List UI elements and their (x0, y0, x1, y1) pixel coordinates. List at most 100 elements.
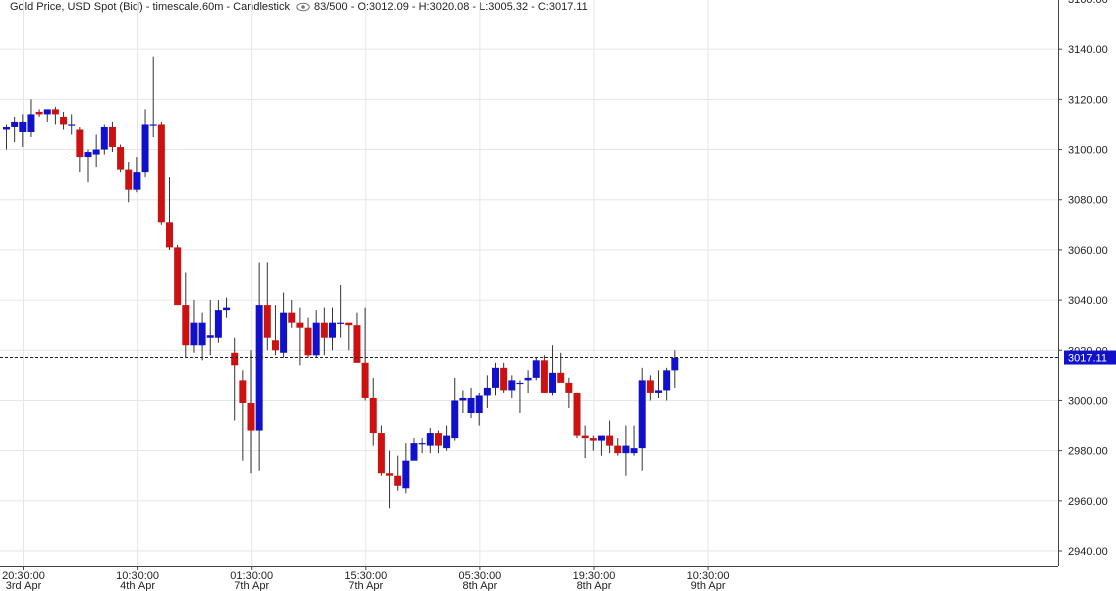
candle[interactable] (402, 443, 410, 494)
candle[interactable] (410, 438, 418, 461)
timescale-label[interactable]: timescale.60m (152, 1, 224, 13)
candle[interactable] (606, 420, 614, 454)
candle[interactable] (312, 310, 320, 358)
candle[interactable] (638, 367, 646, 471)
candle[interactable] (329, 307, 336, 351)
candle[interactable] (133, 157, 141, 193)
candle[interactable] (377, 425, 385, 476)
candle[interactable] (337, 285, 345, 338)
candle[interactable] (27, 99, 35, 137)
candle[interactable] (532, 357, 540, 381)
candle[interactable] (573, 392, 581, 439)
candle[interactable] (19, 114, 27, 148)
candle[interactable] (84, 149, 92, 183)
candle[interactable] (157, 121, 165, 225)
candle[interactable] (524, 370, 532, 393)
candle[interactable] (492, 362, 499, 396)
candle[interactable] (149, 56, 157, 137)
candle[interactable] (108, 121, 116, 153)
candle[interactable] (198, 312, 206, 361)
candle[interactable] (35, 109, 43, 117)
candle-body (35, 111, 43, 115)
x-tick-date: 8th Apr (577, 580, 612, 591)
candle[interactable] (516, 380, 524, 413)
candle-body (369, 397, 377, 434)
candle[interactable] (255, 262, 263, 471)
candle[interactable] (296, 307, 304, 366)
candle[interactable] (141, 109, 149, 178)
candle[interactable] (394, 455, 402, 491)
candle[interactable] (345, 322, 353, 351)
x-tick-date: 7th Apr (348, 580, 383, 591)
candle-body (304, 327, 312, 356)
candle[interactable] (11, 116, 19, 143)
candle-body (84, 152, 92, 158)
candle[interactable] (451, 377, 459, 441)
candle-body (459, 397, 467, 401)
candle[interactable] (231, 337, 239, 421)
candle[interactable] (549, 345, 557, 396)
candle[interactable] (68, 114, 76, 135)
candle[interactable] (646, 375, 654, 401)
candle[interactable] (361, 307, 369, 401)
candle[interactable] (622, 425, 630, 476)
candle[interactable] (540, 355, 548, 393)
candle[interactable] (434, 430, 442, 454)
candle-body (51, 109, 59, 115)
candle[interactable] (663, 367, 671, 401)
candle[interactable] (288, 300, 296, 328)
candle[interactable] (581, 425, 589, 459)
candle[interactable] (459, 390, 467, 413)
candle[interactable] (206, 300, 214, 356)
axes (0, 0, 1059, 567)
candle[interactable] (597, 435, 605, 456)
candle[interactable] (500, 362, 508, 393)
y-tick-label: 2940.00 (1068, 546, 1108, 558)
candle[interactable] (557, 352, 565, 383)
candle[interactable] (280, 292, 288, 358)
candle[interactable] (320, 307, 328, 356)
candle[interactable] (655, 370, 662, 398)
candles[interactable] (3, 56, 679, 509)
candle[interactable] (263, 262, 271, 351)
candle-body (426, 433, 434, 446)
candle[interactable] (467, 387, 475, 419)
candle[interactable] (418, 438, 426, 454)
candle[interactable] (247, 350, 255, 474)
eye-icon[interactable] (296, 2, 310, 12)
candle[interactable] (182, 272, 190, 358)
candle[interactable] (60, 111, 68, 130)
candle[interactable] (426, 428, 434, 454)
candle[interactable] (190, 300, 198, 353)
candle[interactable] (353, 312, 361, 363)
candle[interactable] (369, 377, 377, 446)
candle[interactable] (166, 177, 173, 250)
candle[interactable] (483, 375, 491, 408)
candle[interactable] (174, 244, 182, 306)
candle[interactable] (475, 392, 483, 426)
candle[interactable] (508, 375, 516, 398)
candle[interactable] (51, 106, 59, 125)
candle[interactable] (223, 297, 231, 318)
candle[interactable] (386, 450, 394, 509)
candle[interactable] (565, 377, 573, 408)
candle[interactable] (214, 300, 222, 343)
candle[interactable] (239, 370, 247, 461)
candle[interactable] (614, 438, 622, 456)
candle[interactable] (589, 435, 597, 451)
candle[interactable] (76, 126, 84, 173)
candle[interactable] (304, 317, 312, 358)
candle[interactable] (271, 305, 279, 356)
candle[interactable] (43, 109, 51, 122)
candle[interactable] (117, 144, 125, 173)
candle-body (11, 121, 19, 127)
candle[interactable] (443, 425, 451, 451)
candle[interactable] (100, 124, 108, 155)
candle[interactable] (630, 425, 638, 456)
candle[interactable] (671, 350, 679, 388)
candle[interactable] (92, 134, 100, 168)
candle[interactable] (3, 124, 10, 150)
chart-type-label[interactable]: Candlestick (233, 1, 290, 13)
candle[interactable] (125, 162, 133, 203)
